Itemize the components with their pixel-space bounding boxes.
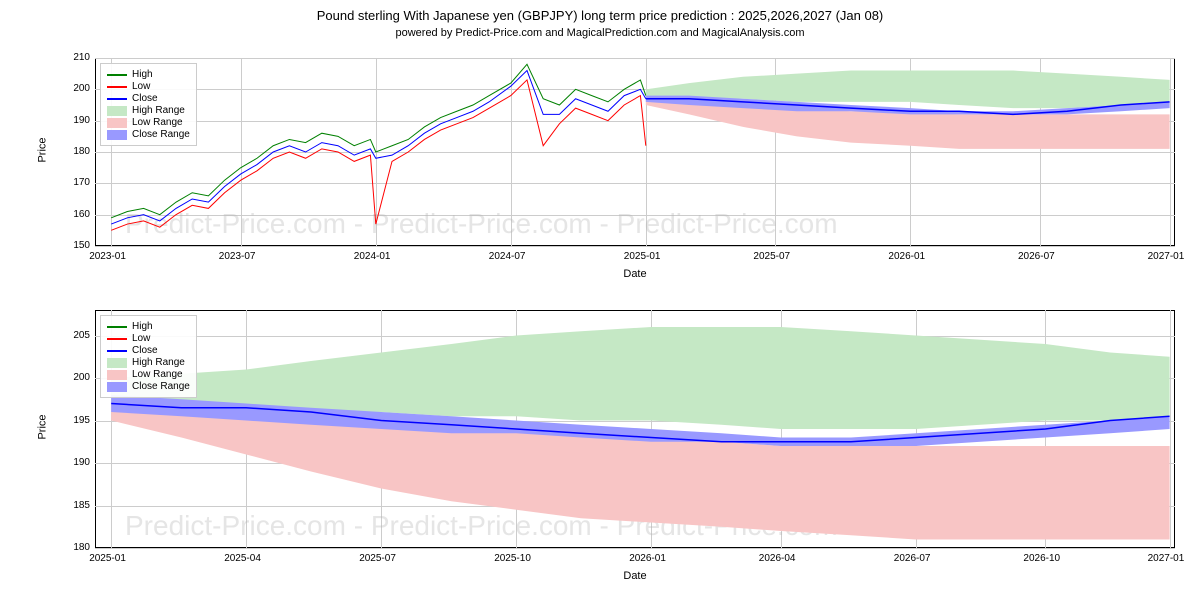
legend-swatch xyxy=(107,98,127,100)
legend-swatch xyxy=(107,382,127,392)
legend-label: Close Range xyxy=(132,129,190,140)
legend-swatch xyxy=(107,358,127,368)
legend-swatch xyxy=(107,326,127,328)
legend-label: Low xyxy=(132,333,150,344)
legend-item: Close xyxy=(107,93,190,104)
legend-item: Close Range xyxy=(107,129,190,140)
legend-label: High xyxy=(132,321,153,332)
chart-container: Pound sterling With Japanese yen (GBPJPY… xyxy=(0,0,1200,600)
legend-item: Close xyxy=(107,345,190,356)
legend-label: Low Range xyxy=(132,369,183,380)
legend-item: Low xyxy=(107,81,190,92)
legend-swatch xyxy=(107,338,127,340)
legend-swatch xyxy=(107,130,127,140)
chart1-legend: HighLowCloseHigh RangeLow RangeClose Ran… xyxy=(100,63,197,146)
chart2-legend: HighLowCloseHigh RangeLow RangeClose Ran… xyxy=(100,315,197,398)
legend-label: Close xyxy=(132,93,158,104)
legend-item: High Range xyxy=(107,105,190,116)
legend-label: Low xyxy=(132,81,150,92)
legend-swatch xyxy=(107,118,127,128)
legend-item: Low xyxy=(107,333,190,344)
legend-label: Close Range xyxy=(132,381,190,392)
legend-swatch xyxy=(107,74,127,76)
legend-item: High Range xyxy=(107,357,190,368)
legend-label: High xyxy=(132,69,153,80)
legend-item: High xyxy=(107,321,190,332)
legend-label: High Range xyxy=(132,357,185,368)
legend-swatch xyxy=(107,350,127,352)
legend-label: Close xyxy=(132,345,158,356)
legend-swatch xyxy=(107,106,127,116)
legend-swatch xyxy=(107,86,127,88)
legend-item: Low Range xyxy=(107,369,190,380)
legend-label: High Range xyxy=(132,105,185,116)
legend-item: Low Range xyxy=(107,117,190,128)
legend-swatch xyxy=(107,370,127,380)
legend-item: High xyxy=(107,69,190,80)
legend-item: Close Range xyxy=(107,381,190,392)
legend-label: Low Range xyxy=(132,117,183,128)
